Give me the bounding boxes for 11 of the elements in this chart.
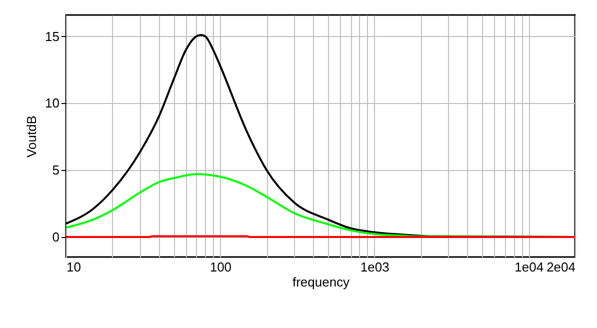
x-tick-label: 10 xyxy=(66,260,81,274)
x-tick-label: 1e03 xyxy=(360,260,390,274)
x-tick-label: 100 xyxy=(210,260,232,274)
y-tick-label: 10 xyxy=(45,96,60,111)
y-axis-title: VoutdB xyxy=(24,116,40,158)
x-tick-label: 1e04 xyxy=(514,260,544,274)
y-tick-label: 5 xyxy=(52,162,60,178)
x-axis-title: frequency xyxy=(292,274,350,290)
x-tick-label: 2e04 xyxy=(546,260,576,274)
y-tick-label: 15 xyxy=(45,28,60,44)
y-tick-label: 0 xyxy=(52,229,60,244)
